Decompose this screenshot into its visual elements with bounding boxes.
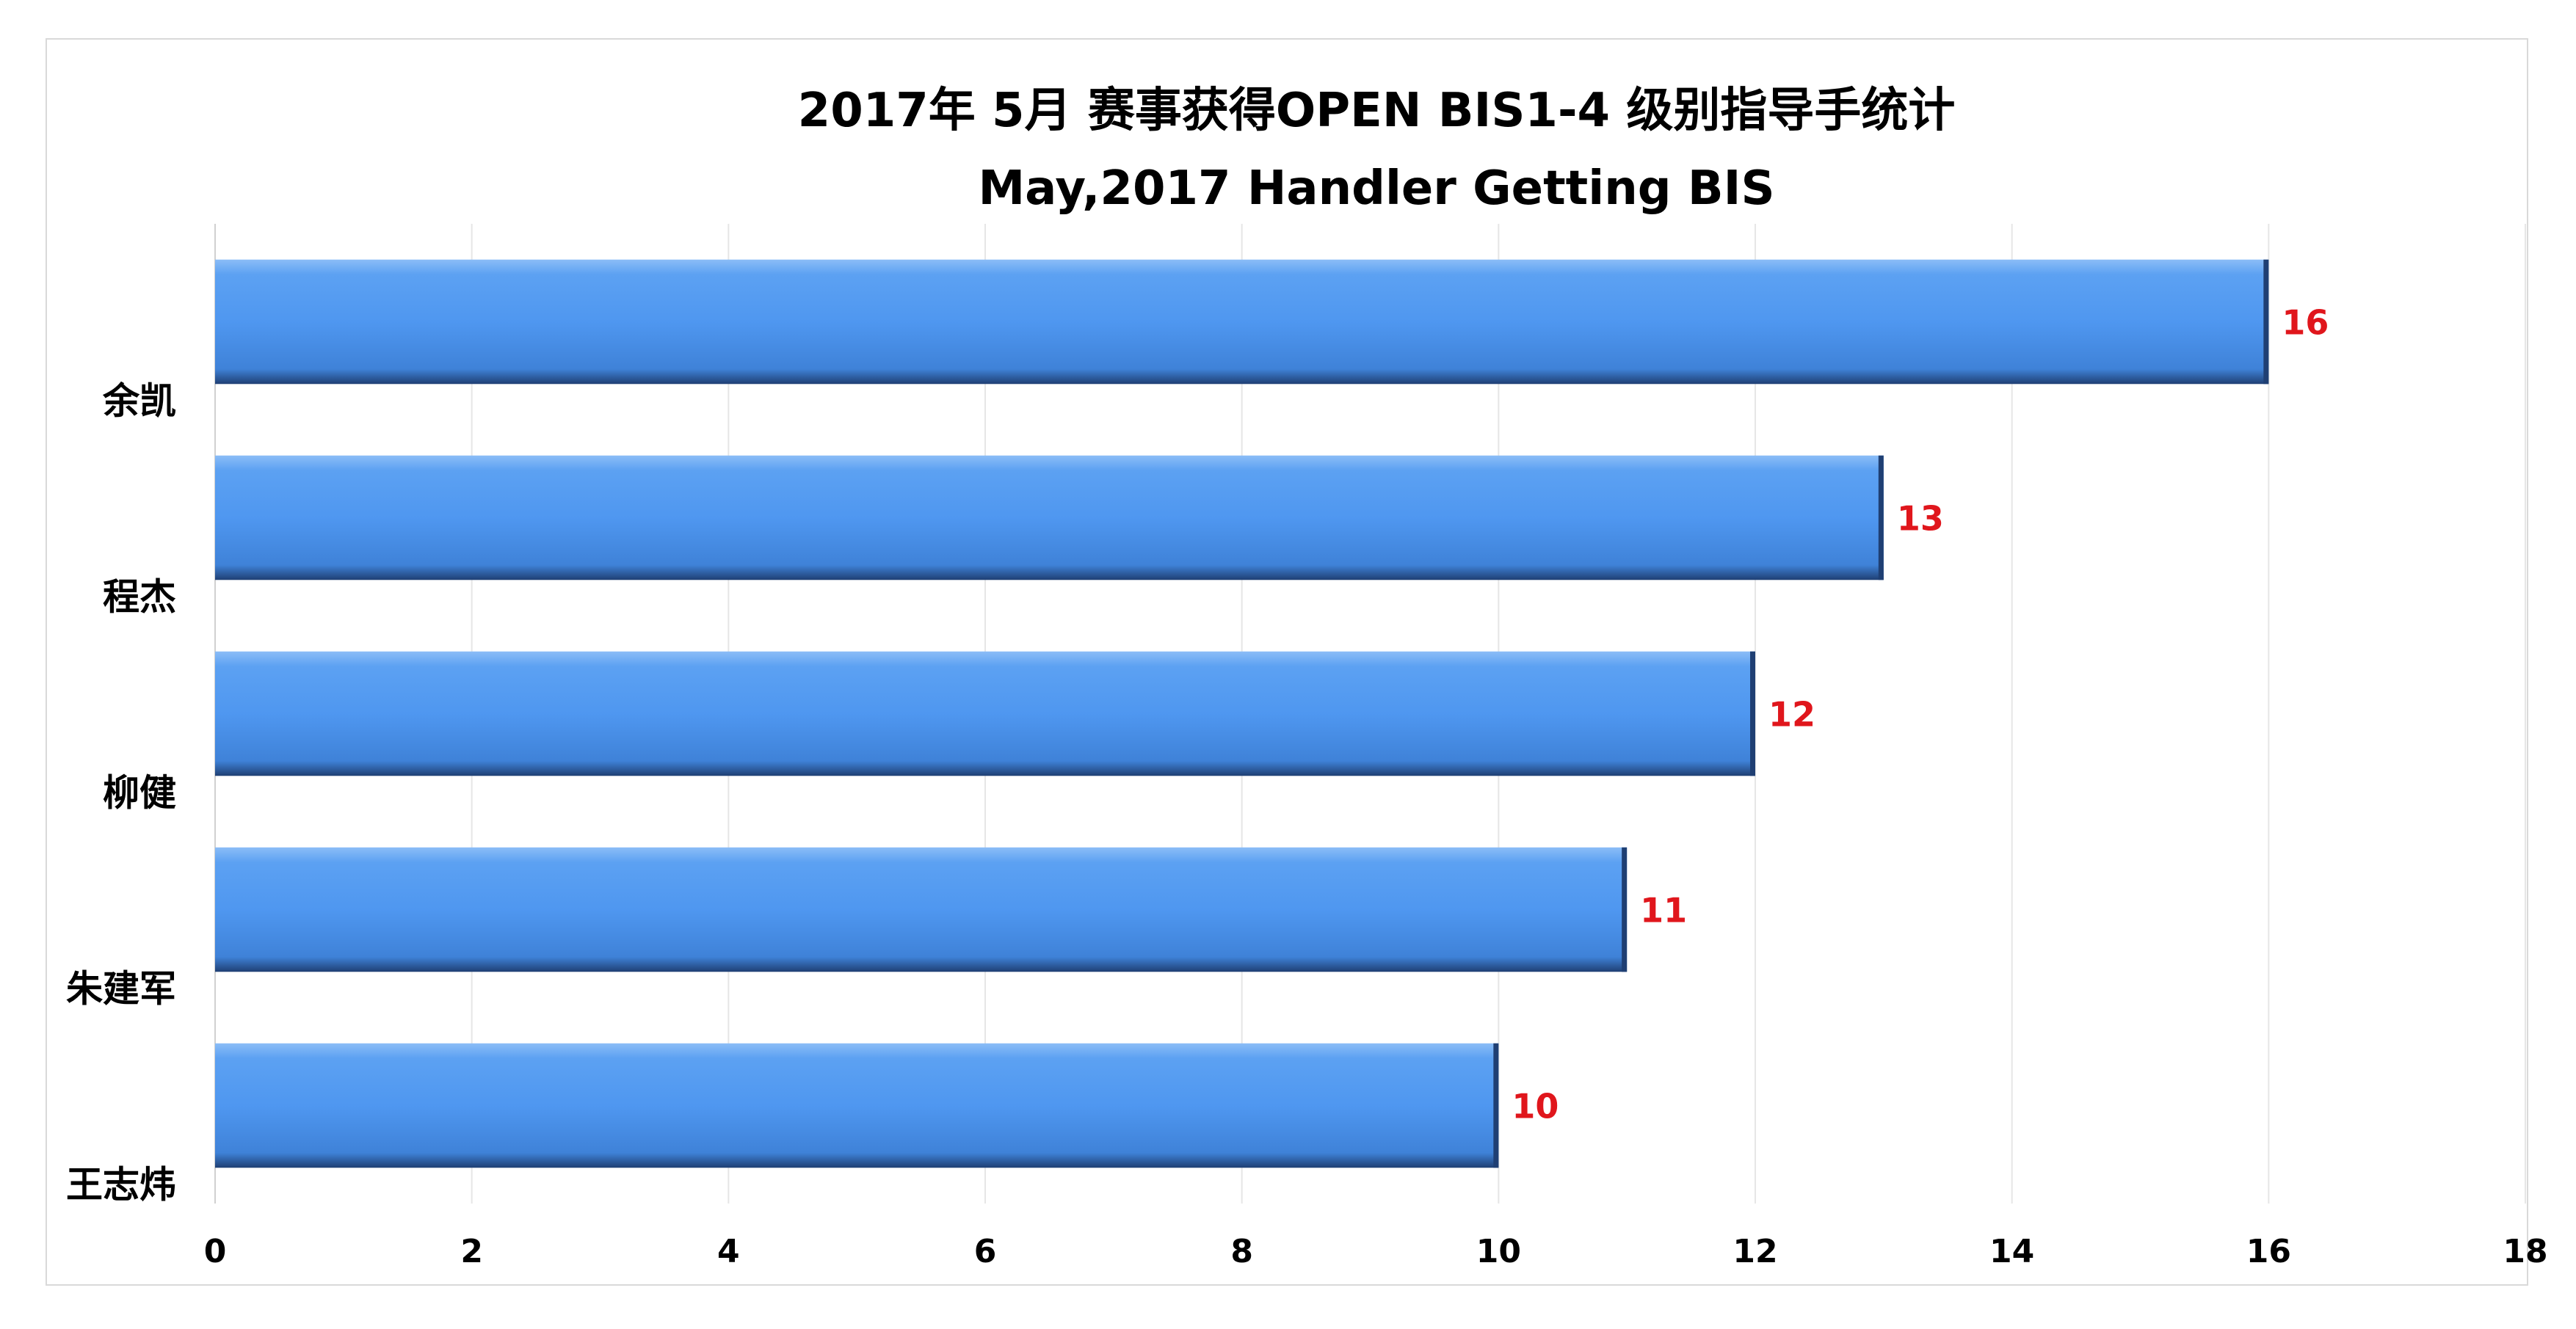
category-label-4: 朱建军	[66, 967, 176, 1010]
x-tick-label-14: 14	[1989, 1233, 2034, 1270]
x-tick-label-0: 0	[204, 1233, 227, 1270]
x-tick-label-6: 6	[974, 1233, 997, 1270]
category-label-5: 王志炜	[66, 1163, 176, 1206]
x-tick-label-12: 12	[1733, 1233, 1777, 1270]
x-tick-label-8: 8	[1230, 1233, 1253, 1270]
chart-subtitle: May,2017 Handler Getting BIS	[978, 161, 1774, 216]
bar-edge-5	[1493, 1043, 1499, 1168]
chart-title: 2017年 5月 赛事获得OPEN BIS1-4 级别指导手统计	[798, 84, 1956, 138]
bar-4	[215, 847, 1628, 972]
x-tick-label-2: 2	[460, 1233, 483, 1270]
x-tick-label-18: 18	[2503, 1233, 2547, 1270]
data-label-4: 11	[1640, 891, 1687, 931]
data-label-3: 12	[1768, 695, 1815, 735]
x-tick-label-16: 16	[2246, 1233, 2291, 1270]
bar-edge-2	[1878, 455, 1884, 580]
bar-edge-1	[2263, 259, 2269, 385]
bar-2	[215, 455, 1884, 580]
bar-1	[215, 259, 2269, 385]
x-tick-label-4: 4	[717, 1233, 740, 1270]
bar-3	[215, 651, 1755, 776]
category-label-1: 余凯	[102, 379, 176, 422]
bar-edge-3	[1750, 651, 1755, 776]
bar-5	[215, 1043, 1499, 1168]
data-label-2: 13	[1897, 499, 1944, 539]
data-label-1: 16	[2282, 303, 2329, 343]
category-label-3: 柳健	[103, 771, 176, 814]
category-label-2: 程杰	[103, 575, 176, 618]
data-label-5: 10	[1512, 1087, 1559, 1126]
bar-edge-4	[1622, 847, 1628, 972]
x-tick-label-10: 10	[1476, 1233, 1521, 1270]
